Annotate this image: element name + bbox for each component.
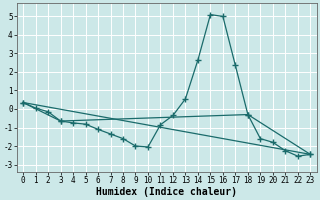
X-axis label: Humidex (Indice chaleur): Humidex (Indice chaleur): [96, 186, 237, 197]
